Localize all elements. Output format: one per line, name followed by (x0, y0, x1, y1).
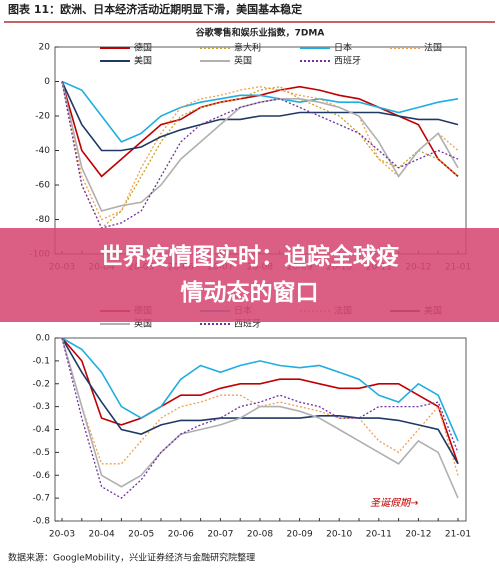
legend-label: 德国 (134, 42, 152, 54)
banner: 世界疫情图实时：追踪全球疫 情动态的窗口 (0, 228, 499, 322)
x-tick-label: 20-09 (287, 530, 313, 540)
series-line (61, 337, 459, 442)
y-tick-label: -20 (35, 112, 50, 122)
series-line (61, 337, 459, 499)
x-tick-label: 20-03 (49, 530, 75, 540)
series-line (61, 80, 459, 143)
y-tick-label: 20 (39, 43, 51, 53)
y-tick-label: -0.6 (32, 471, 50, 481)
legend-label: 英国 (234, 55, 252, 67)
y-tick-label: -60 (35, 181, 50, 191)
series-line (61, 81, 459, 229)
y-tick-label: 0.0 (36, 334, 51, 344)
banner-line: 情动态的窗口 (180, 280, 319, 306)
y-tick-label: -0.2 (32, 379, 50, 389)
y-tick-label: 0 (44, 77, 50, 87)
legend-label: 法国 (424, 42, 442, 54)
y-tick-label: -80 (35, 215, 50, 225)
x-tick-label: 20-05 (128, 530, 154, 540)
x-tick-label: 21-01 (445, 530, 471, 540)
x-tick-label: 20-12 (405, 530, 431, 540)
source: 数据来源：GoogleMobility，兴业证券经济与金融研究院整理 (8, 552, 255, 564)
y-tick-label: -0.1 (32, 356, 50, 366)
x-tick-label: 20-11 (366, 530, 392, 540)
series-line (61, 81, 459, 212)
series-line (61, 81, 459, 230)
series-line (61, 337, 459, 465)
banner-line: 世界疫情图实时：追踪全球疫 (100, 244, 399, 270)
y-tick-label: -40 (35, 146, 50, 156)
x-tick-label: 20-06 (168, 530, 194, 540)
y-tick-label: -0.4 (32, 425, 50, 435)
y-tick-label: -0.5 (32, 448, 50, 458)
legend-label: 西班牙 (334, 55, 361, 67)
x-tick-label: 20-07 (207, 530, 233, 540)
series-line (61, 337, 459, 499)
legend-label: 美国 (134, 55, 152, 67)
series-line (61, 337, 459, 465)
series-line (61, 81, 459, 152)
legend-label: 意大利 (234, 42, 261, 54)
series-line (61, 81, 459, 221)
header-title: 图表 11：欧洲、日本经济活动近期明显下滑，美国基本稳定 (8, 2, 302, 16)
y-tick-label: -0.3 (32, 402, 50, 412)
chart-title: 谷歌零售和娱乐业指数，7DMA (196, 27, 325, 39)
x-tick-label: 20-10 (326, 530, 352, 540)
y-tick-label: -0.7 (32, 494, 50, 504)
legend-label: 日本 (334, 42, 352, 54)
annotation: 圣诞假期→ (370, 497, 418, 509)
plot-frame (54, 337, 467, 522)
y-tick-label: -0.8 (32, 517, 50, 527)
series-line (61, 337, 459, 476)
x-tick-label: 20-08 (247, 530, 273, 540)
x-tick-label: 20-04 (89, 530, 115, 540)
